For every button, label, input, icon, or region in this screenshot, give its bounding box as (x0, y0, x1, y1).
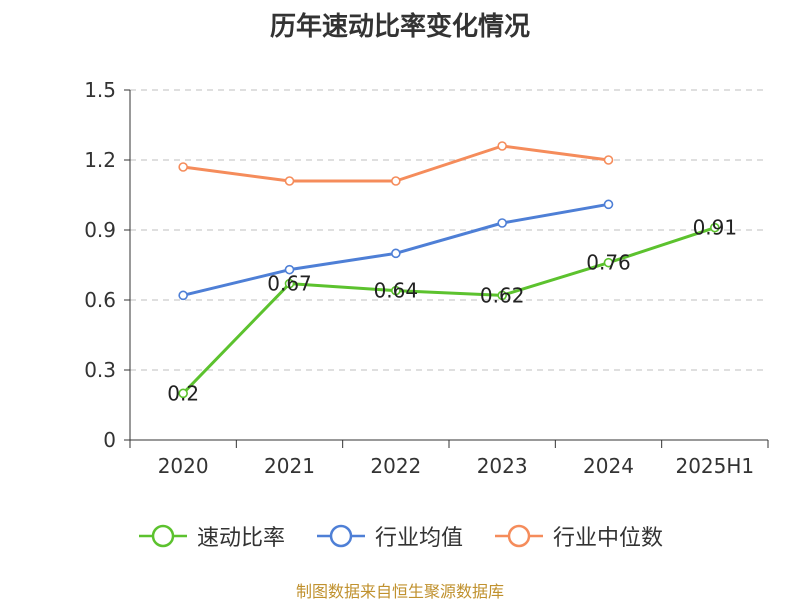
data-label: 0.2 (167, 381, 199, 405)
x-tick-label: 2022 (370, 454, 421, 478)
legend-label: 行业均值 (374, 526, 463, 551)
x-tick-label: 2024 (583, 454, 634, 478)
series-line (182, 144, 609, 183)
y-tick-label: 1.5 (84, 78, 116, 102)
data-point (391, 176, 401, 186)
data-label: 0.91 (693, 216, 738, 240)
data-point (178, 388, 188, 399)
data-point (284, 264, 295, 275)
x-tick-label: 2025H1 (675, 454, 754, 478)
data-point (603, 155, 614, 165)
y-tick-label: 0.6 (84, 288, 116, 312)
legend-item[interactable]: 速动比率 (137, 520, 285, 552)
x-tick-label: 2023 (477, 454, 528, 478)
data-label: 0.67 (267, 272, 312, 296)
x-tick-label: 2020 (158, 454, 209, 478)
data-point (603, 257, 614, 268)
data-point (497, 141, 507, 151)
data-point (284, 176, 295, 186)
data-point (178, 290, 188, 301)
legend-item[interactable]: 行业中位数 (493, 520, 663, 552)
data-label: 0.76 (586, 251, 631, 275)
data-point (284, 278, 295, 289)
legend-label: 行业中位数 (553, 526, 664, 551)
data-point (497, 290, 507, 301)
y-tick-label: 1.2 (84, 148, 116, 172)
data-point (178, 162, 188, 172)
data-label: 0.62 (480, 283, 525, 307)
y-tick-label: 0.9 (84, 218, 116, 242)
legend-label: 速动比率 (196, 526, 285, 551)
legend-marker-icon (138, 524, 187, 548)
y-tick-label: 0.3 (84, 358, 116, 382)
data-label: 0.64 (374, 279, 419, 303)
data-point (710, 222, 720, 233)
data-point (603, 199, 614, 210)
legend-item[interactable]: 行业均值 (315, 520, 463, 552)
legend-marker-icon (316, 524, 365, 548)
y-tick-label: 0 (103, 428, 116, 452)
data-point (391, 248, 401, 259)
data-point (391, 285, 401, 296)
legend-marker-icon (495, 524, 543, 548)
data-point (497, 218, 507, 228)
x-tick-label: 2021 (264, 454, 315, 478)
legend: 速动比率 行业均值 行业中位数 (0, 520, 800, 552)
series-line (182, 226, 716, 395)
chart-title: 历年速动比率变化情况 (269, 12, 530, 42)
source-note: 制图数据来自恒生聚源数据库 (295, 582, 504, 601)
